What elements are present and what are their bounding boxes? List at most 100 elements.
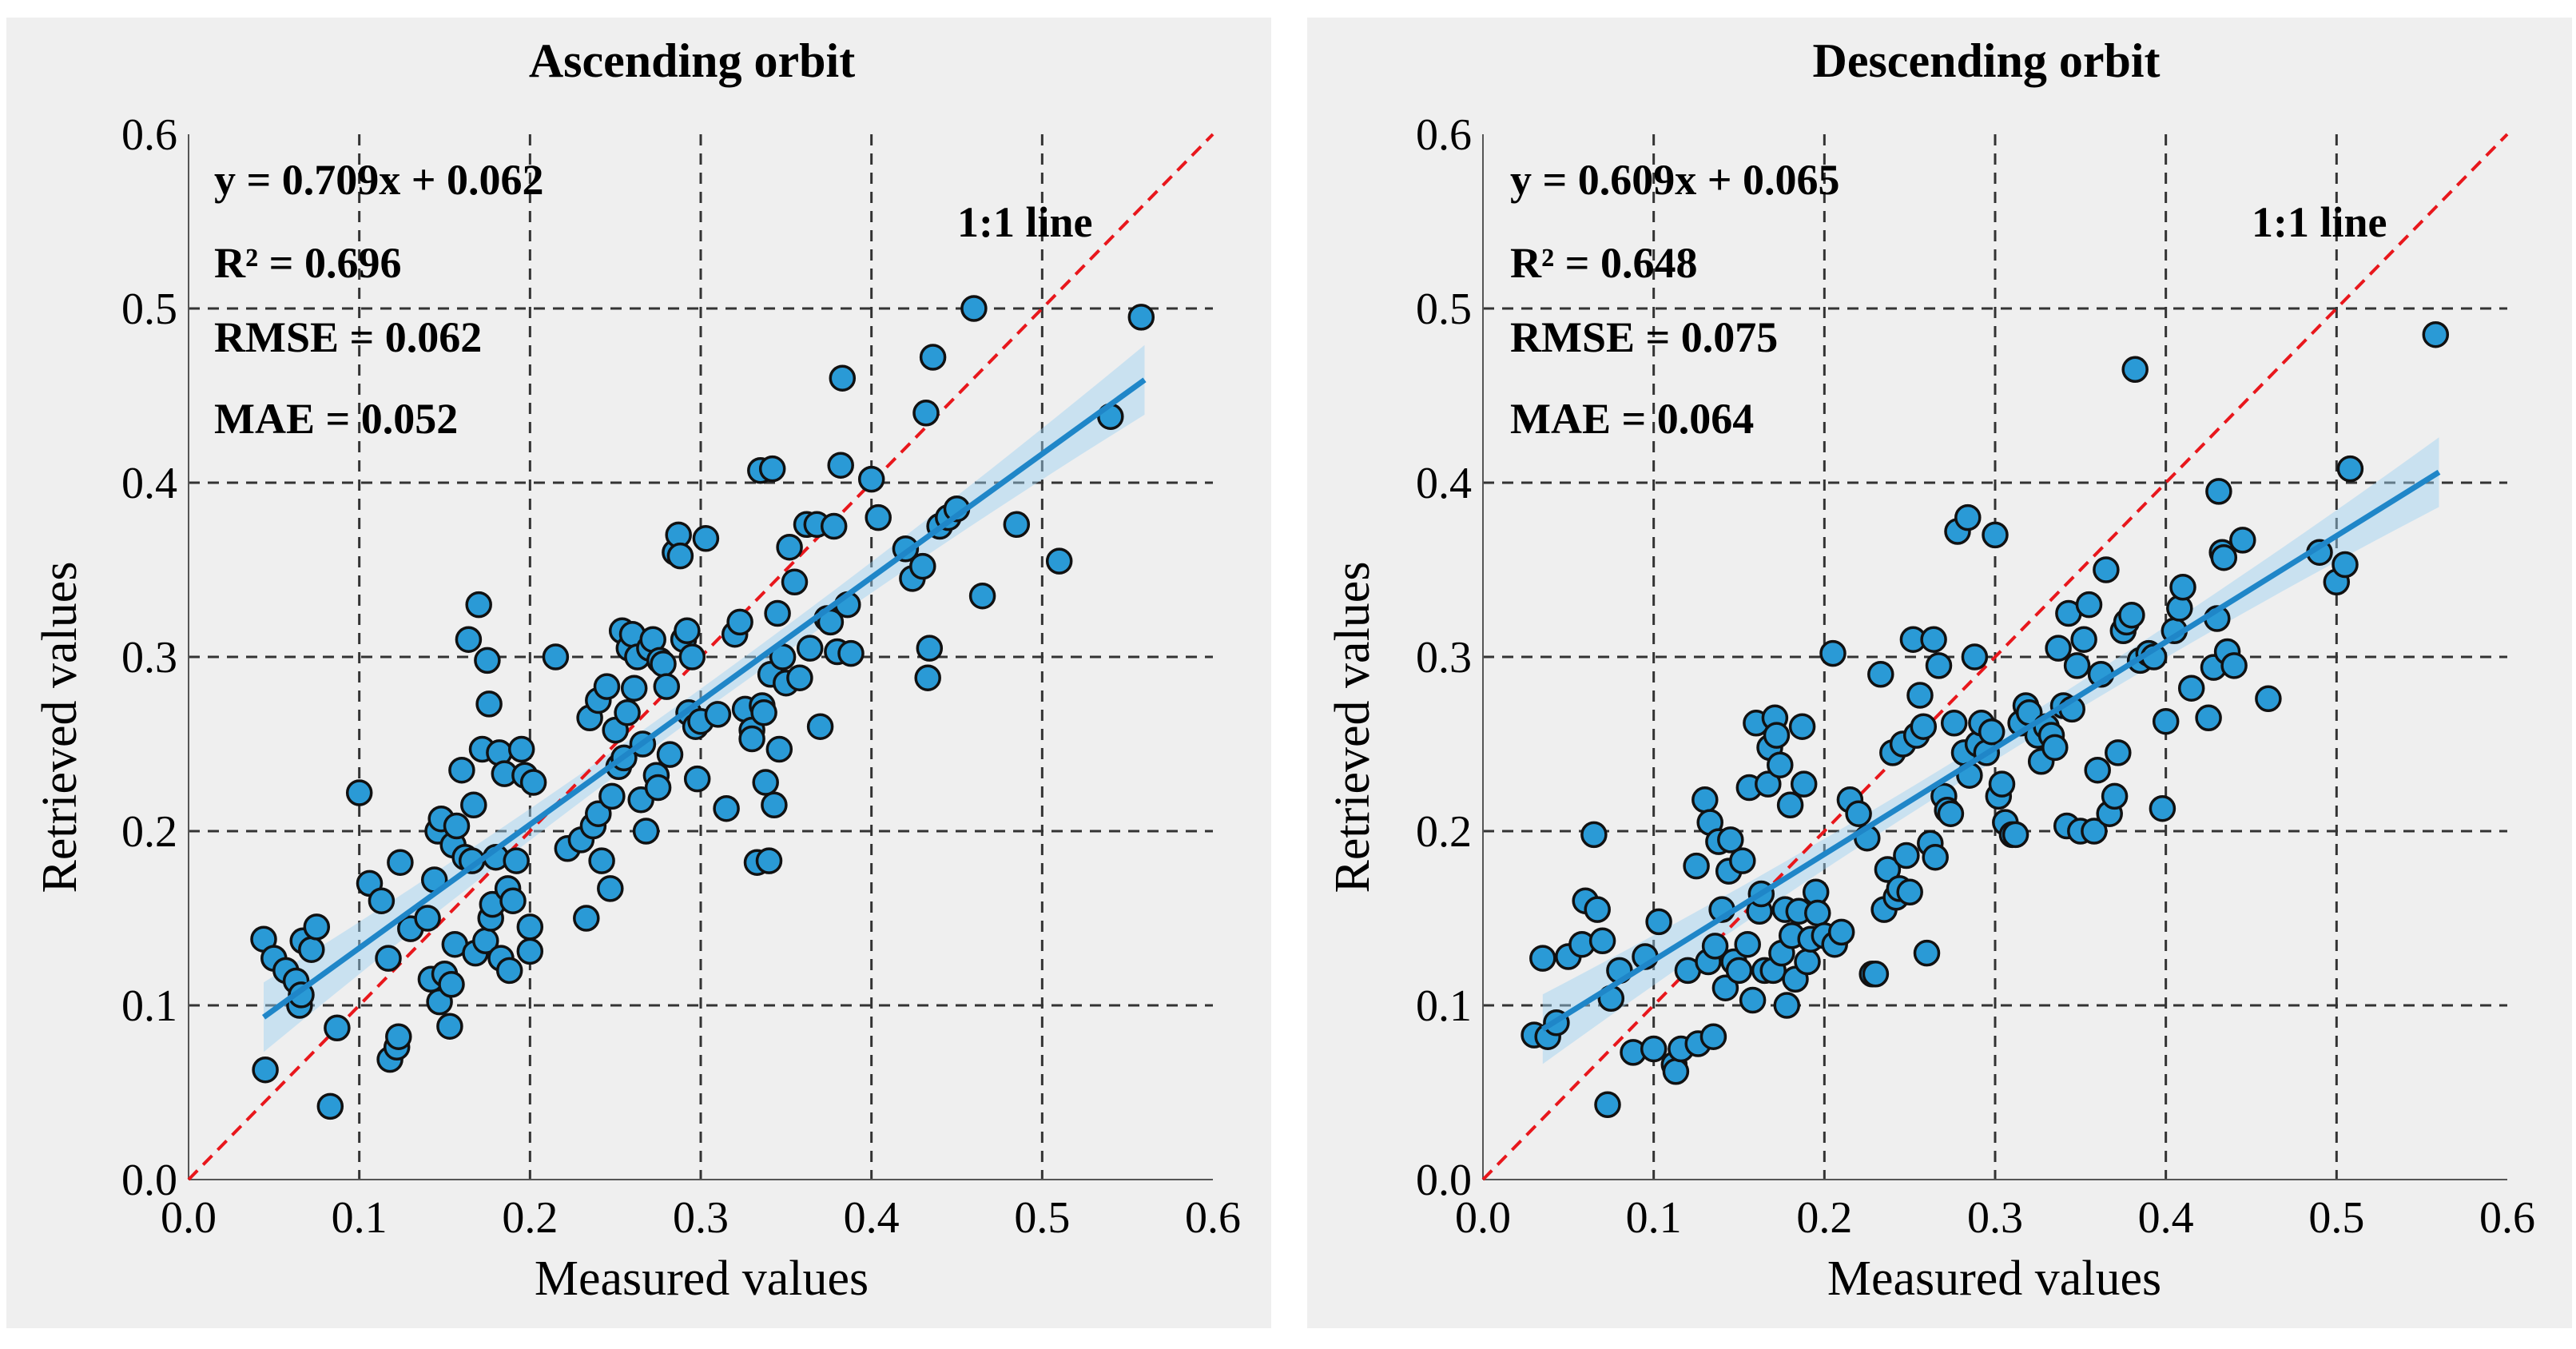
one-to-one-line-label: 1:1 line	[2252, 198, 2387, 246]
y-tick-label: 0.1	[121, 981, 177, 1031]
x-tick-labels: 0.0 0.1 0.2 0.3 0.4 0.5 0.6	[161, 1193, 1241, 1243]
x-tick-label: 0.5	[1014, 1193, 1070, 1243]
y-tick-labels: 0.0 0.1 0.2 0.3 0.4 0.5 0.6	[1416, 110, 1472, 1205]
data-point	[1773, 992, 1801, 1019]
data-point	[806, 713, 834, 740]
panel-background	[6, 18, 1271, 1328]
data-point	[2002, 821, 2029, 849]
data-point	[1725, 957, 1753, 985]
data-point	[1683, 852, 1710, 880]
data-point	[2084, 756, 2111, 784]
y-axis-title: Retrieved values	[33, 562, 87, 893]
y-tick-labels: 0.0 0.1 0.2 0.3 0.4 0.5 0.6	[121, 110, 177, 1205]
y-tick-label: 0.5	[1416, 285, 1472, 334]
data-point	[1734, 930, 1761, 958]
data-point	[755, 847, 783, 874]
r-squared-label: R² = 0.648	[1510, 239, 1697, 287]
data-point	[692, 525, 720, 552]
data-point	[2063, 652, 2091, 679]
y-tick-label: 0.4	[121, 459, 177, 508]
data-point	[2255, 685, 2282, 713]
data-point	[829, 364, 857, 392]
data-point	[916, 635, 944, 662]
ascending-orbit-panel: Ascending orbit 0.0 0.1 0.2 0.3 0.4 0.5 0.6 0.…	[6, 18, 1271, 1328]
data-point	[2075, 591, 2103, 619]
x-axis-title: Measured values	[1827, 1252, 2161, 1306]
descending-orbit-panel: Descending orbit 0.0 0.1 0.2 0.3 0.4 0.5 0.6 0…	[1307, 18, 2572, 1328]
data-point	[1910, 713, 1938, 740]
data-point	[1978, 718, 2006, 746]
y-axis-title: Retrieved values	[1326, 562, 1380, 893]
data-point	[632, 818, 660, 845]
data-point	[495, 957, 523, 985]
data-point	[542, 643, 570, 671]
data-point	[316, 1092, 344, 1120]
data-point	[1819, 639, 1847, 667]
data-points	[1521, 320, 2450, 1119]
x-tick-label: 0.4	[844, 1193, 900, 1243]
data-point	[588, 847, 615, 874]
data-point	[2422, 320, 2450, 348]
data-point	[1763, 722, 1791, 749]
data-point	[436, 1013, 463, 1040]
data-point	[726, 608, 753, 636]
rmse-label: RMSE = 0.075	[1510, 313, 1778, 361]
data-point	[460, 791, 487, 819]
data-point	[713, 794, 740, 822]
x-tick-label: 0.2	[502, 1193, 558, 1243]
y-tick-label: 0.0	[1416, 1156, 1472, 1205]
data-point	[448, 756, 475, 784]
data-point	[474, 647, 501, 674]
y-tick-label: 0.6	[1416, 110, 1472, 160]
x-tick-label: 0.0	[161, 1193, 217, 1243]
mae-label: MAE = 0.064	[1510, 395, 1754, 443]
data-point	[678, 643, 706, 671]
y-tick-label: 0.2	[121, 807, 177, 857]
data-point	[593, 673, 621, 700]
data-point	[752, 769, 779, 796]
data-point	[1988, 770, 2016, 798]
x-tick-label: 0.5	[2308, 1193, 2364, 1243]
data-point	[666, 542, 694, 570]
data-point	[1691, 786, 1719, 814]
panel-title: Descending orbit	[1813, 34, 2161, 87]
data-point	[614, 699, 641, 726]
data-point	[2152, 707, 2180, 735]
data-point	[865, 503, 892, 531]
data-point	[620, 674, 648, 702]
data-point	[758, 455, 786, 483]
data-point	[968, 582, 996, 610]
data-point	[1874, 856, 1902, 883]
data-point	[2045, 635, 2072, 662]
data-point	[298, 936, 325, 963]
data-point	[1845, 800, 1872, 827]
data-point	[2332, 551, 2359, 579]
data-point	[909, 552, 936, 580]
y-tick-label: 0.1	[1416, 981, 1472, 1031]
data-point	[1767, 751, 1794, 778]
data-point	[1755, 770, 1782, 798]
data-point	[1594, 1091, 1621, 1119]
data-point	[704, 701, 732, 728]
data-point	[2210, 543, 2238, 571]
data-point	[2205, 478, 2232, 505]
x-tick-label: 0.1	[1626, 1193, 1682, 1243]
data-point	[1127, 304, 1155, 331]
data-point	[2105, 739, 2132, 766]
data-point	[597, 875, 624, 902]
data-point	[573, 905, 600, 932]
data-point	[2121, 356, 2149, 384]
data-point	[827, 452, 854, 479]
data-point	[776, 533, 803, 561]
data-point	[387, 849, 414, 876]
data-point	[499, 887, 527, 914]
data-point	[519, 769, 547, 796]
x-tick-label: 0.6	[1185, 1193, 1241, 1243]
data-point	[914, 664, 941, 691]
data-point	[1940, 710, 1968, 737]
axis-spines	[188, 134, 1213, 1180]
data-point	[1982, 521, 2009, 549]
data-point	[764, 599, 791, 627]
data-point	[516, 937, 544, 965]
